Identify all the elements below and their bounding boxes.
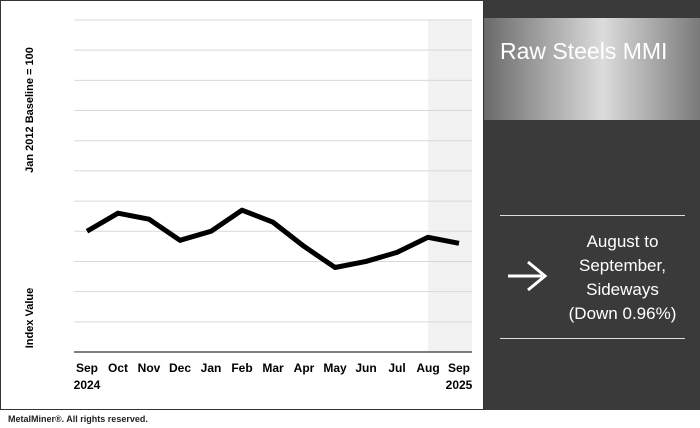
divider	[500, 338, 685, 339]
frame	[0, 0, 484, 410]
x-tick-label: Sep	[448, 361, 470, 375]
x-tick-label: Nov	[138, 361, 161, 375]
arrow-icon	[508, 260, 548, 292]
x-tick-label: Mar	[262, 361, 284, 375]
x-tick-label: Sep	[76, 361, 98, 375]
annotation-line: (Down 0.96%)	[568, 304, 677, 323]
x-tick-sublabel: 2024	[74, 378, 101, 392]
x-tick-label: Dec	[169, 361, 191, 375]
annotation-line: August to	[586, 232, 659, 251]
x-tick-sublabel: 2025	[446, 378, 473, 392]
highlight-band	[428, 20, 472, 352]
x-tick-label: May	[323, 361, 347, 375]
x-tick-label: Jun	[355, 361, 376, 375]
annotation: August to September, Sideways (Down 0.96%)	[555, 230, 690, 326]
y-axis-label: Jan 2012 Baseline = 100	[24, 47, 36, 173]
y-axis-label: Index Value	[24, 288, 36, 349]
annotation-line: Sideways	[586, 280, 659, 299]
line	[85, 207, 460, 270]
title-box	[484, 18, 700, 120]
source: MetalMiner®. All rights reserved.	[8, 414, 148, 424]
x-tick-label: Oct	[108, 361, 128, 375]
x-tick-label: Feb	[231, 361, 252, 375]
x-tick-label: Aug	[416, 361, 439, 375]
divider	[500, 215, 685, 216]
x-tick-label: Jul	[388, 361, 405, 375]
x-tick-label: Apr	[294, 361, 315, 375]
x-tick-label: Jan	[201, 361, 222, 375]
annotation-line: September,	[579, 256, 666, 275]
chart-title: Raw Steels MMI	[500, 38, 668, 64]
